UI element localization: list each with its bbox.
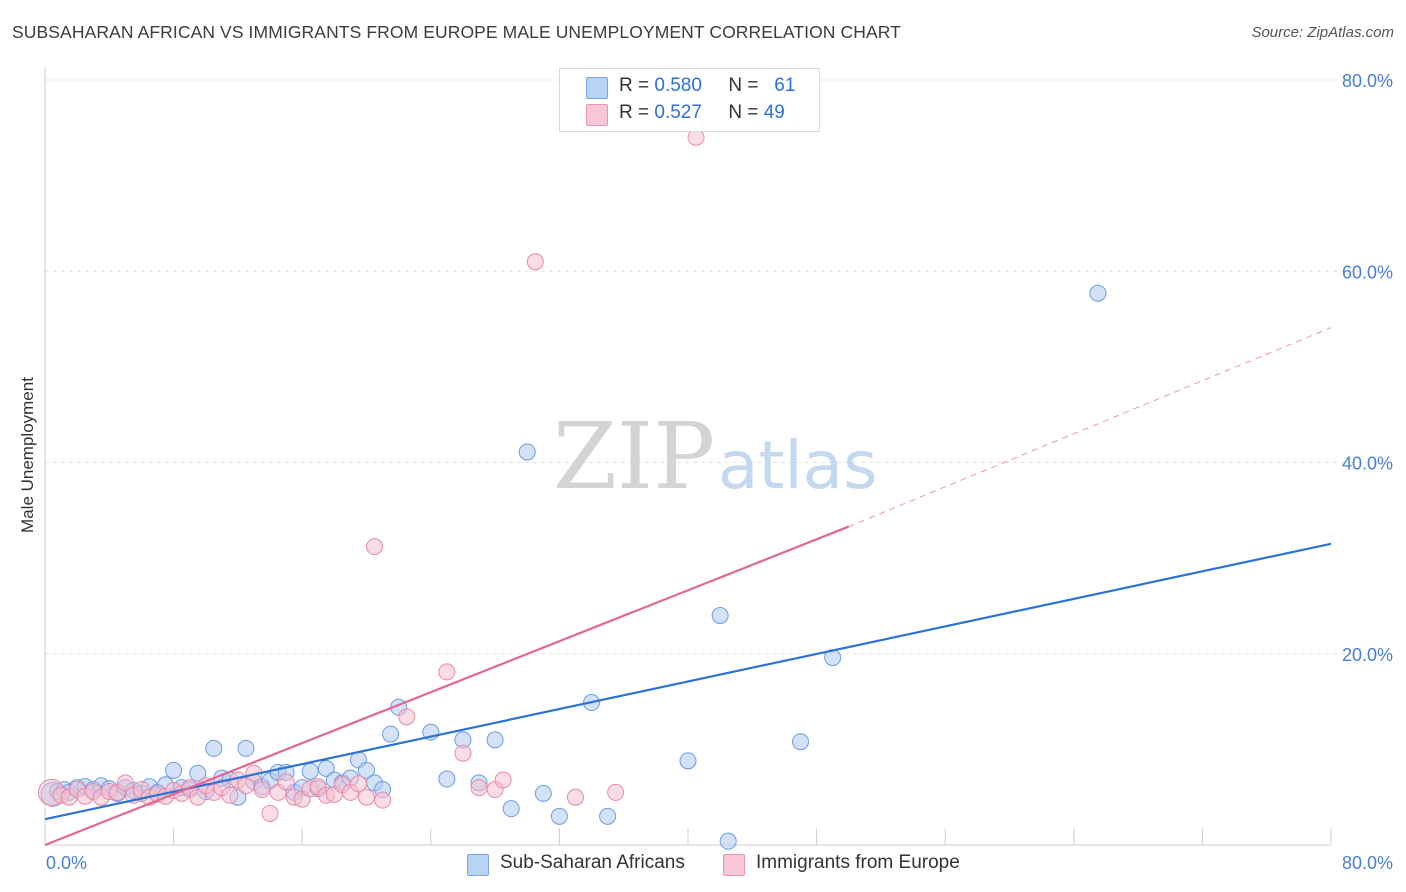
blue-point xyxy=(382,725,400,743)
legend-r-label: R = xyxy=(619,75,650,96)
blue-point xyxy=(1089,284,1107,302)
legend-r-pink: 0.527 xyxy=(654,102,702,123)
y-tick-label: 20.0% xyxy=(1342,645,1393,665)
blue-point xyxy=(237,739,255,757)
pink-point xyxy=(261,804,279,822)
blue-point xyxy=(534,784,552,802)
trend-lines xyxy=(44,327,1332,847)
pink-point xyxy=(454,744,472,762)
blue-point xyxy=(711,607,729,624)
legend-swatch-blue xyxy=(586,77,608,99)
y-tick-label: 40.0% xyxy=(1342,454,1393,474)
bottom-legend-label-blue: Sub-Saharan Africans xyxy=(500,852,685,873)
blue-point xyxy=(599,807,617,825)
pink-point xyxy=(253,781,271,799)
bottom-legend-label-pink: Immigrants from Europe xyxy=(756,852,960,873)
pink-point xyxy=(366,538,384,556)
blue-point xyxy=(165,761,183,779)
pink-point xyxy=(237,777,255,795)
blue-point xyxy=(438,770,456,788)
pink-point xyxy=(398,708,416,726)
tick-labels: 20.0% 40.0% 60.0% 80.0% 0.0% 80.0% xyxy=(46,71,1393,873)
blue-trend-line xyxy=(44,542,1332,821)
legend-n-label: N = xyxy=(728,102,759,123)
y-tick-label: 80.0% xyxy=(1342,71,1393,91)
pink-point xyxy=(358,788,375,806)
y-tick-label: 60.0% xyxy=(1342,262,1393,282)
legend-n-pink: 49 xyxy=(763,102,785,123)
blue-point xyxy=(189,764,207,782)
legend-r-blue: 0.580 xyxy=(654,75,702,96)
correlation-legend: R = 0.580 N = 61 R = 0.527 N = 49 xyxy=(559,68,820,132)
legend-n-label: N = xyxy=(728,75,759,96)
pink-point xyxy=(116,774,134,792)
watermark-atlas: atlas xyxy=(718,427,878,504)
blue-point xyxy=(486,731,504,749)
pink-point xyxy=(349,775,367,793)
blue-point xyxy=(719,832,737,850)
grid-lines xyxy=(45,79,1392,655)
pink-point xyxy=(221,786,239,804)
blue-point xyxy=(679,752,697,770)
pink-point xyxy=(374,791,392,809)
blue-point xyxy=(358,761,375,779)
series-blue-points xyxy=(40,284,1107,850)
bottom-legend-swatch-pink xyxy=(723,854,745,876)
legend-r-label: R = xyxy=(619,102,650,123)
blue-point xyxy=(518,443,536,461)
x-tick-label-min: 0.0% xyxy=(46,853,87,873)
pink-point xyxy=(566,788,584,806)
chart-title: SUBSAHARAN AFRICAN VS IMMIGRANTS FROM EU… xyxy=(12,22,901,42)
blue-point xyxy=(301,762,319,780)
pink-trend-line xyxy=(44,525,850,847)
legend-n-blue: 61 xyxy=(774,75,796,96)
watermark-zip: ZIP xyxy=(553,403,715,510)
blue-point xyxy=(550,807,568,825)
blue-point xyxy=(502,800,520,818)
blue-point xyxy=(792,733,810,751)
bottom-legend-swatch-blue xyxy=(467,854,489,876)
watermark: ZIP atlas xyxy=(553,403,878,510)
pink-point xyxy=(526,253,544,271)
pink-point xyxy=(277,773,295,791)
pink-point xyxy=(494,771,512,789)
pink-point xyxy=(607,783,625,801)
pink-point xyxy=(470,779,488,797)
legend-swatch-pink xyxy=(586,104,608,126)
blue-point xyxy=(205,739,223,757)
pink-trend-extension xyxy=(848,327,1332,528)
source-label: Source: ZipAtlas.com xyxy=(1251,24,1394,41)
axes xyxy=(44,67,1332,846)
pink-point xyxy=(438,663,456,681)
x-tick-label-max: 80.0% xyxy=(1342,853,1393,873)
